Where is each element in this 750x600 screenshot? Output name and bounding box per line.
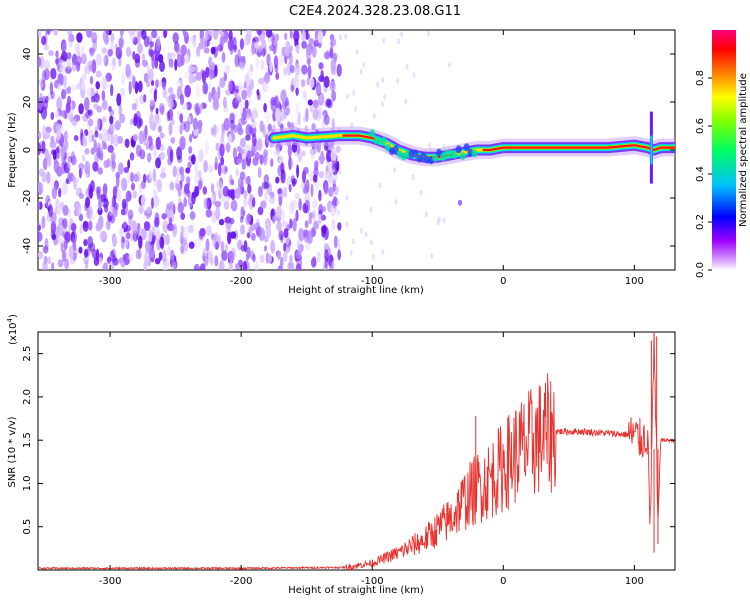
spectrogram-y-axis-title: Frequency (Hz) [7, 112, 18, 188]
x-tick-label: -200 [230, 276, 253, 287]
svg-text:(x104): (x104) [6, 314, 19, 345]
y-tick-label: 2.0 [22, 389, 33, 405]
y-tick-label: -40 [22, 238, 33, 254]
spectrogram-x-ticks: -300 -200 -100 0 100 [99, 30, 644, 287]
y-tick-label: 20 [22, 96, 33, 109]
y-tick-label: 2.5 [22, 346, 33, 362]
x-tick-label: 0 [500, 276, 506, 287]
y-tick-label: -20 [22, 190, 33, 206]
chart-title: C2E4.2024.328.23.08.G11 [289, 4, 461, 19]
colorbar-tick-label: 0.0 [695, 262, 706, 278]
y-tick-label: 0.5 [22, 519, 33, 535]
y-tick-label: 1.5 [22, 432, 33, 448]
y-tick-label: 1.0 [22, 476, 33, 492]
colorbar-tick-label: 0.2 [695, 214, 706, 230]
colorbar-tick-label: 0.6 [695, 118, 706, 134]
y-tick-label: 0 [22, 147, 33, 153]
snr-y-axis-title: SNR (10 * v/v) [7, 416, 18, 487]
x-tick-label: -300 [99, 576, 122, 587]
snr-y-ticks: 0.5 1.0 1.5 2.0 2.5 [22, 346, 675, 535]
spectrogram-noise [38, 30, 452, 270]
colorbar-tick-label: 0.4 [695, 166, 706, 182]
snr-y-scale-base: (x10 [8, 322, 19, 345]
x-tick-label: 100 [625, 276, 644, 287]
snr-line [38, 332, 675, 570]
snr-x-axis-title: Height of straight line (km) [288, 585, 424, 596]
spectrogram-x-axis-title: Height of straight line (km) [288, 285, 424, 296]
colorbar [712, 30, 736, 270]
x-tick-label: 0 [500, 576, 506, 587]
snr-panel: -300 -200 -100 0 100 0.5 1.0 1.5 2.0 2.5 Height … [6, 314, 676, 596]
x-tick-label: -300 [99, 276, 122, 287]
y-tick-label: 40 [22, 48, 33, 61]
colorbar-ticks: 0.0 0.2 0.4 0.6 0.8 [695, 70, 712, 278]
colorbar-tick-label: 0.8 [695, 70, 706, 86]
snr-y-scale: (x104) [6, 314, 19, 345]
spectrogram-y-ticks: -40 -20 0 20 40 [22, 48, 675, 254]
colorbar-label: Normalized spectral amplitude [738, 73, 749, 227]
x-tick-label: -100 [361, 576, 384, 587]
x-tick-label: -200 [230, 576, 253, 587]
snr-plot-area [37, 331, 676, 571]
snr-x-ticks: -300 -200 -100 0 100 [99, 332, 644, 587]
spectrogram-ridge [264, 111, 675, 206]
x-tick-label: -100 [361, 276, 384, 287]
snr-y-scale-exp: 4 [6, 317, 14, 322]
x-tick-label: 100 [625, 576, 644, 587]
